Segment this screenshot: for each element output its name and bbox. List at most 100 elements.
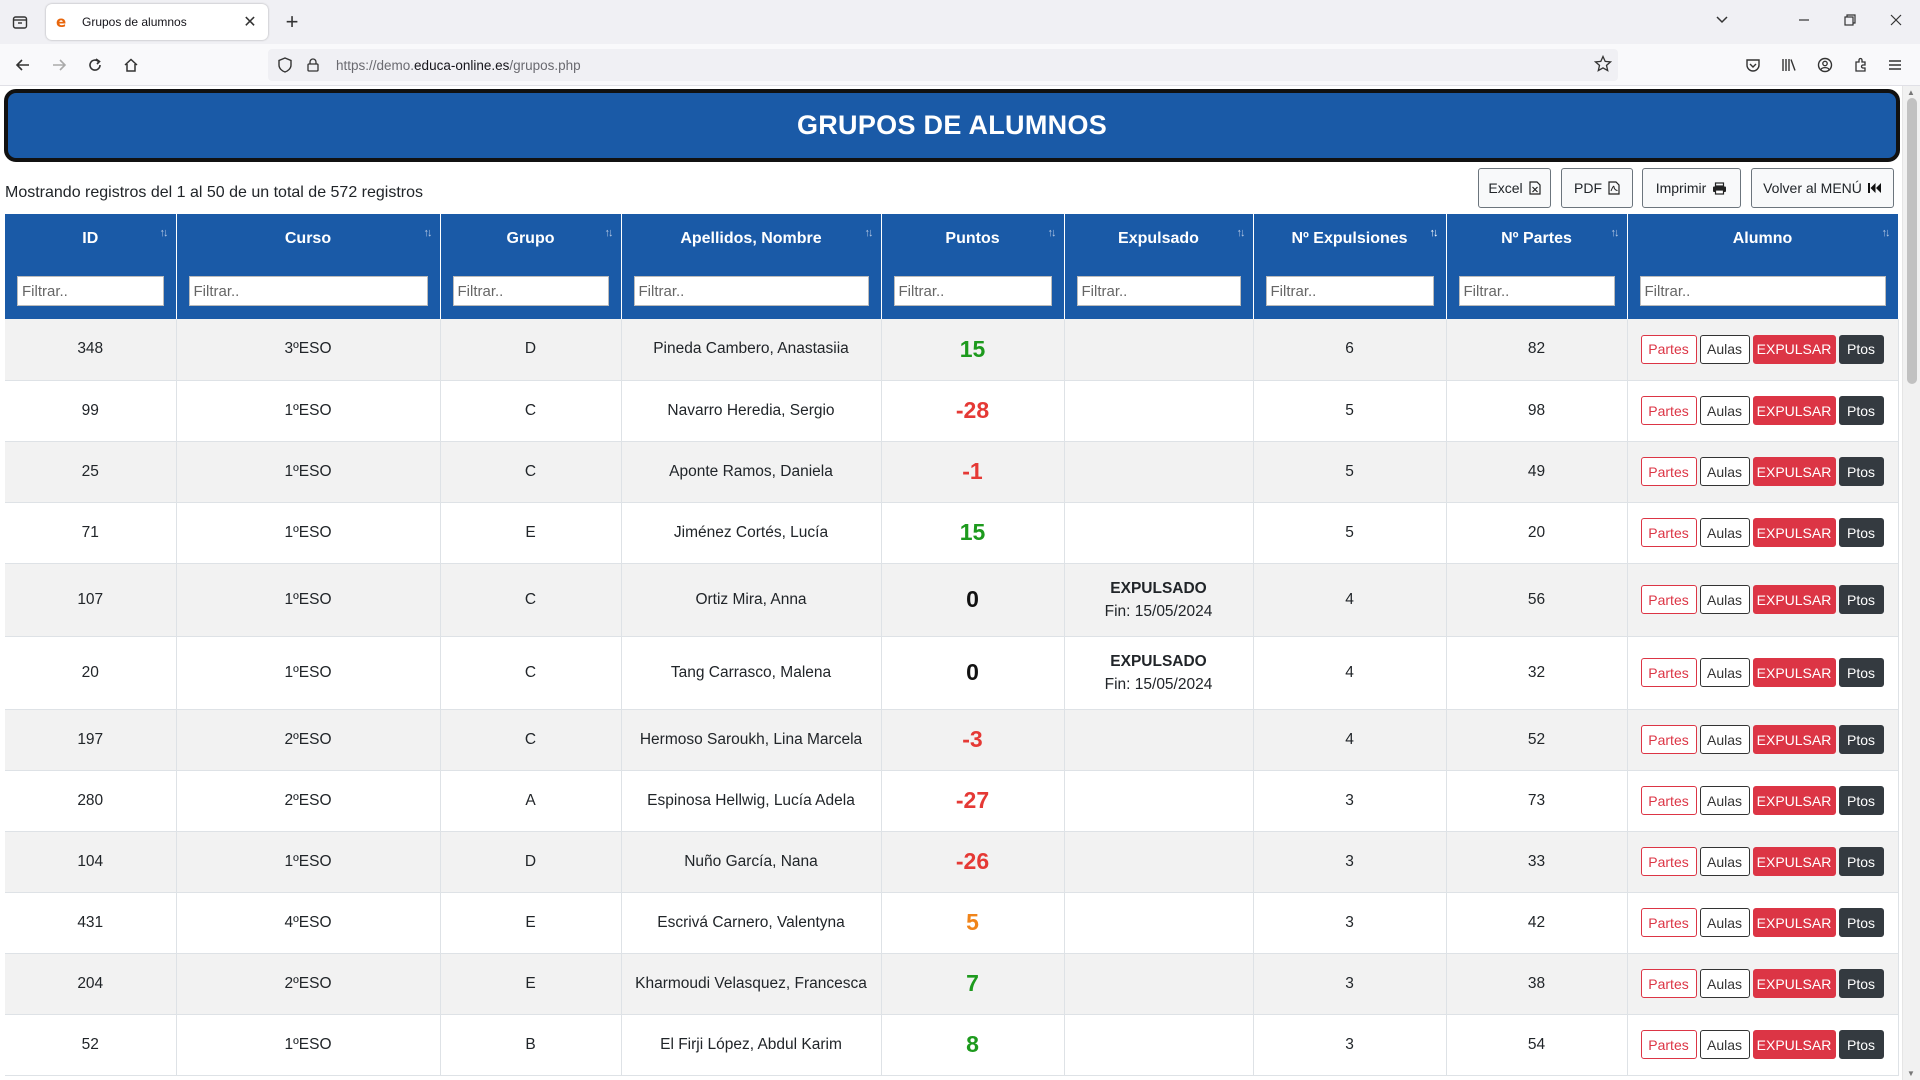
column-header-grupo[interactable]: Grupo ↑↓	[440, 214, 622, 263]
app-menu-icon[interactable]	[1884, 54, 1906, 76]
aulas-button[interactable]: Aulas	[1699, 658, 1750, 687]
partes-button[interactable]: Partes	[1640, 969, 1697, 998]
ptos-button[interactable]: Ptos	[1838, 786, 1884, 815]
tracking-shield-icon[interactable]	[274, 57, 296, 73]
account-icon[interactable]	[1814, 54, 1836, 76]
expulsar-button[interactable]: EXPULSAR	[1752, 969, 1836, 998]
filter-input-expulsado[interactable]	[1076, 276, 1241, 306]
minimize-icon[interactable]	[1792, 10, 1816, 34]
aulas-button[interactable]: Aulas	[1699, 725, 1750, 754]
aulas-button[interactable]: Aulas	[1699, 1030, 1750, 1059]
filter-input-grupo[interactable]	[452, 276, 609, 306]
filter-input-partes[interactable]	[1458, 276, 1615, 306]
cell-curso: 1ºESO	[176, 831, 441, 893]
expulsar-button[interactable]: EXPULSAR	[1752, 908, 1836, 937]
partes-button[interactable]: Partes	[1640, 396, 1697, 425]
back-icon[interactable]	[12, 54, 34, 76]
partes-button[interactable]: Partes	[1640, 658, 1697, 687]
filter-input-nombre[interactable]	[633, 276, 869, 306]
restore-icon[interactable]	[1838, 10, 1862, 34]
ptos-button[interactable]: Ptos	[1838, 585, 1884, 614]
partes-button[interactable]: Partes	[1640, 585, 1697, 614]
back-to-menu-button[interactable]: Volver al MENÚ	[1751, 168, 1894, 208]
column-header-expulsiones[interactable]: Nº Expulsiones ↑↓	[1253, 214, 1447, 263]
aulas-button[interactable]: Aulas	[1699, 585, 1750, 614]
page-scrollbar[interactable]: ▲ ▼	[1902, 86, 1920, 1080]
ptos-button[interactable]: Ptos	[1838, 969, 1884, 998]
partes-button[interactable]: Partes	[1640, 725, 1697, 754]
ptos-button[interactable]: Ptos	[1838, 334, 1884, 364]
ptos-button[interactable]: Ptos	[1838, 908, 1884, 937]
expulsar-button[interactable]: EXPULSAR	[1752, 725, 1836, 754]
aulas-button[interactable]: Aulas	[1699, 847, 1750, 876]
expulsar-button[interactable]: EXPULSAR	[1752, 334, 1836, 364]
ptos-button[interactable]: Ptos	[1838, 658, 1884, 687]
cell-grupo: C	[440, 709, 622, 771]
ptos-button[interactable]: Ptos	[1838, 1030, 1884, 1059]
ptos-button[interactable]: Ptos	[1838, 518, 1884, 547]
partes-button[interactable]: Partes	[1640, 457, 1697, 486]
column-header-partes[interactable]: Nº Partes ↑↓	[1446, 214, 1628, 263]
partes-button[interactable]: Partes	[1640, 518, 1697, 547]
expulsar-button[interactable]: EXPULSAR	[1752, 786, 1836, 815]
column-header-nombre[interactable]: Apellidos, Nombre ↑↓	[621, 214, 882, 263]
new-tab-icon[interactable]: +	[285, 9, 299, 34]
ptos-button[interactable]: Ptos	[1838, 457, 1884, 486]
partes-button[interactable]: Partes	[1640, 908, 1697, 937]
partes-button[interactable]: Partes	[1640, 847, 1697, 876]
partes-button[interactable]: Partes	[1640, 1030, 1697, 1059]
forward-icon[interactable]	[48, 54, 70, 76]
pocket-icon[interactable]	[1742, 54, 1764, 76]
ptos-button[interactable]: Ptos	[1838, 396, 1884, 425]
browser-tab[interactable]: e Grupos de alumnos ✕	[46, 4, 268, 40]
partes-button[interactable]: Partes	[1640, 334, 1697, 364]
ptos-button[interactable]: Ptos	[1838, 725, 1884, 754]
expulsar-button[interactable]: EXPULSAR	[1752, 457, 1836, 486]
pdf-button[interactable]: PDF	[1561, 168, 1633, 208]
table-row: 107 1ºESO C Ortiz Mira, Anna 0 EXPULSADO Fin: …	[5, 563, 1899, 637]
aulas-button[interactable]: Aulas	[1699, 457, 1750, 486]
library-icon[interactable]	[1778, 54, 1800, 76]
home-icon[interactable]	[120, 54, 142, 76]
column-header-curso[interactable]: Curso ↑↓	[176, 214, 441, 263]
aulas-button[interactable]: Aulas	[1699, 908, 1750, 937]
column-header-puntos[interactable]: Puntos ↑↓	[881, 214, 1065, 263]
expulsar-button[interactable]: EXPULSAR	[1752, 585, 1836, 614]
filter-input-expulsiones[interactable]	[1265, 276, 1434, 306]
close-window-icon[interactable]	[1884, 10, 1908, 34]
scroll-up-icon[interactable]: ▲	[1907, 88, 1915, 97]
expulsar-button[interactable]: EXPULSAR	[1752, 518, 1836, 547]
column-header-id[interactable]: ID ↑↓	[5, 214, 177, 263]
ptos-button[interactable]: Ptos	[1838, 847, 1884, 876]
aulas-button[interactable]: Aulas	[1699, 786, 1750, 815]
extensions-icon[interactable]	[1850, 54, 1872, 76]
reload-icon[interactable]	[84, 54, 106, 76]
partes-button[interactable]: Partes	[1640, 786, 1697, 815]
column-header-alumno[interactable]: Alumno ↑↓	[1627, 214, 1899, 263]
row-actions: Partes Aulas EXPULSAR Ptos	[1628, 518, 1898, 547]
expulsar-button[interactable]: EXPULSAR	[1752, 847, 1836, 876]
url-bar[interactable]: https://demo.educa-online.es/grupos.php	[268, 49, 1618, 81]
aulas-button[interactable]: Aulas	[1699, 396, 1750, 425]
print-button[interactable]: Imprimir	[1642, 168, 1741, 208]
column-header-expulsado[interactable]: Expulsado ↑↓	[1064, 214, 1254, 263]
excel-button-label: Excel	[1488, 180, 1523, 196]
filter-input-alumno[interactable]	[1639, 276, 1886, 306]
expulsar-button[interactable]: EXPULSAR	[1752, 658, 1836, 687]
aulas-button[interactable]: Aulas	[1699, 969, 1750, 998]
lock-icon[interactable]	[302, 58, 324, 72]
expulsar-button[interactable]: EXPULSAR	[1752, 396, 1836, 425]
excel-button[interactable]: Excel	[1478, 168, 1551, 208]
bookmark-star-icon[interactable]	[1593, 54, 1613, 78]
expulsar-button[interactable]: EXPULSAR	[1752, 1030, 1836, 1059]
aulas-button[interactable]: Aulas	[1699, 518, 1750, 547]
scrollbar-thumb[interactable]	[1907, 98, 1917, 384]
aulas-button[interactable]: Aulas	[1699, 334, 1750, 364]
filter-input-id[interactable]	[17, 276, 164, 306]
filter-input-curso[interactable]	[188, 276, 428, 306]
filter-input-puntos[interactable]	[893, 276, 1052, 306]
scroll-down-icon[interactable]: ▼	[1907, 1069, 1915, 1078]
tab-list-icon[interactable]	[10, 12, 30, 32]
close-tab-icon[interactable]: ✕	[243, 14, 257, 31]
list-all-tabs-icon[interactable]	[1710, 10, 1734, 34]
